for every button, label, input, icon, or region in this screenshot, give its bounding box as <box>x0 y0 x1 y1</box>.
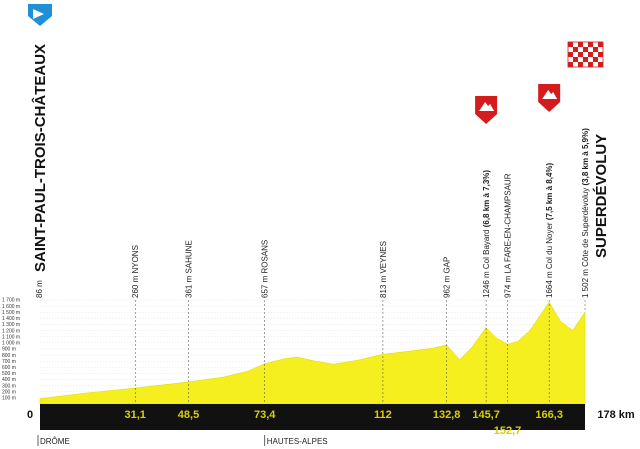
y-tick-label: 300 m <box>2 383 16 389</box>
finish-flag-square <box>568 57 573 62</box>
distance-labels: 0 178 km 31,1 48,5 73,4 112 132,8 145,7 152,7 166… <box>27 409 635 437</box>
finish-climb-label: 1 502 m Côte de Superdévoluy (3,8 km à 5… <box>581 128 590 298</box>
finish-flag-square <box>573 57 578 62</box>
y-tick-label: 100 m <box>2 396 16 402</box>
y-tick-label: 1 200 m <box>2 328 20 334</box>
y-tick-label: 1 500 m <box>2 310 20 316</box>
finish-flag-square <box>568 42 573 47</box>
y-tick-label: 900 m <box>2 347 16 353</box>
waypoint-labels: 86 m SAINT-PAUL-TROIS-CHÂTEAUX 260 m NYONS… <box>31 44 610 298</box>
finish-flag-square <box>588 52 593 57</box>
finish-flag-square <box>568 47 573 52</box>
finish-flag-square <box>578 57 583 62</box>
finish-flag-square <box>568 52 573 57</box>
finish-flag-square <box>578 52 583 57</box>
y-tick-label: 400 m <box>2 377 16 383</box>
mountain-icon <box>479 102 495 111</box>
region-label: HAUTES-ALPES <box>267 437 328 446</box>
y-tick-label: 600 m <box>2 365 16 371</box>
finish-flag-square <box>588 62 593 67</box>
elevation-profile-area <box>39 301 586 405</box>
waypoint-label: 813 m VEYNES <box>379 241 388 298</box>
finish-flag-square <box>573 42 578 47</box>
y-tick-label: 1 400 m <box>2 316 20 322</box>
y-tick-label: 1 700 m <box>2 298 20 304</box>
finish-flag-square <box>593 62 598 67</box>
finish-flag-square <box>593 52 598 57</box>
y-tick-label: 200 m <box>2 389 16 395</box>
km-start-label: 0 <box>27 409 33 421</box>
finish-flag-square <box>583 47 588 52</box>
finish-flag-square <box>588 57 593 62</box>
finish-flag-square <box>568 62 573 67</box>
finish-flag-square <box>593 57 598 62</box>
y-tick-label: 500 m <box>2 371 16 377</box>
waypoint-label: 361 m SAHUNE <box>184 240 193 298</box>
finish-flag-square <box>578 42 583 47</box>
finish-flag-icon <box>567 41 604 68</box>
waypoint-label: 974 m LA FARE-EN-CHAMPSAUR <box>504 173 513 298</box>
finish-flag-square <box>578 47 583 52</box>
finish-flag-square <box>593 47 598 52</box>
y-tick-label: 700 m <box>2 359 16 365</box>
distance-baseline-bar <box>40 404 585 430</box>
finish-flag-square <box>598 52 603 57</box>
waypoint-label: 1246 m Col Bayard (6,8 km à 7,3%) <box>482 170 491 298</box>
y-tick-label: 800 m <box>2 353 16 359</box>
y-tick-label: 1 000 m <box>2 341 20 347</box>
start-flag-play-icon <box>33 9 44 19</box>
mountain-icon <box>542 90 558 99</box>
km-label: 73,4 <box>254 409 276 421</box>
finish-flag-square <box>573 52 578 57</box>
finish-flag-square <box>593 42 598 47</box>
finish-town-label: SUPERDÉVOLUY <box>593 134 610 258</box>
start-altitude-label: 86 m <box>35 280 44 298</box>
km-label: 166,3 <box>535 409 563 421</box>
km-label: 145,7 <box>472 409 500 421</box>
finish-flag-square <box>583 52 588 57</box>
finish-flag-square <box>573 47 578 52</box>
waypoint-label: 657 m ROSANS <box>261 240 270 298</box>
y-tick-label: 1 100 m <box>2 334 20 340</box>
finish-flag-square <box>598 62 603 67</box>
finish-flag-square <box>573 62 578 67</box>
waypoint-icons <box>28 4 604 124</box>
finish-flag-square <box>588 42 593 47</box>
start-town-label: SAINT-PAUL-TROIS-CHÂTEAUX <box>31 44 49 272</box>
finish-flag-square <box>588 47 593 52</box>
finish-flag-square <box>598 57 603 62</box>
finish-flag-square <box>583 42 588 47</box>
y-tick-label: 1 600 m <box>2 304 20 310</box>
km-label: 132,8 <box>433 409 461 421</box>
waypoint-guide-lines <box>134 300 586 404</box>
finish-flag-square <box>598 47 603 52</box>
km-label: 152,7 <box>494 425 522 437</box>
km-label: 31,1 <box>125 409 146 421</box>
waypoint-label: 1664 m Col du Noyer (7,5 km à 8,4%) <box>545 162 554 298</box>
finish-flag-square <box>583 62 588 67</box>
waypoint-label: 962 m GAP <box>443 257 452 298</box>
finish-flag-square <box>578 62 583 67</box>
waypoint-label: 260 m NYONS <box>131 245 140 298</box>
finish-flag-square <box>583 57 588 62</box>
km-end-label: 178 km <box>597 409 635 421</box>
km-label: 48,5 <box>178 409 199 421</box>
region-label: DRÔME <box>40 437 70 446</box>
y-tick-label: 1 300 m <box>2 322 20 328</box>
region-labels: DRÔME HAUTES-ALPES <box>37 435 328 446</box>
finish-flag-square <box>598 42 603 47</box>
km-label: 112 <box>374 409 392 421</box>
